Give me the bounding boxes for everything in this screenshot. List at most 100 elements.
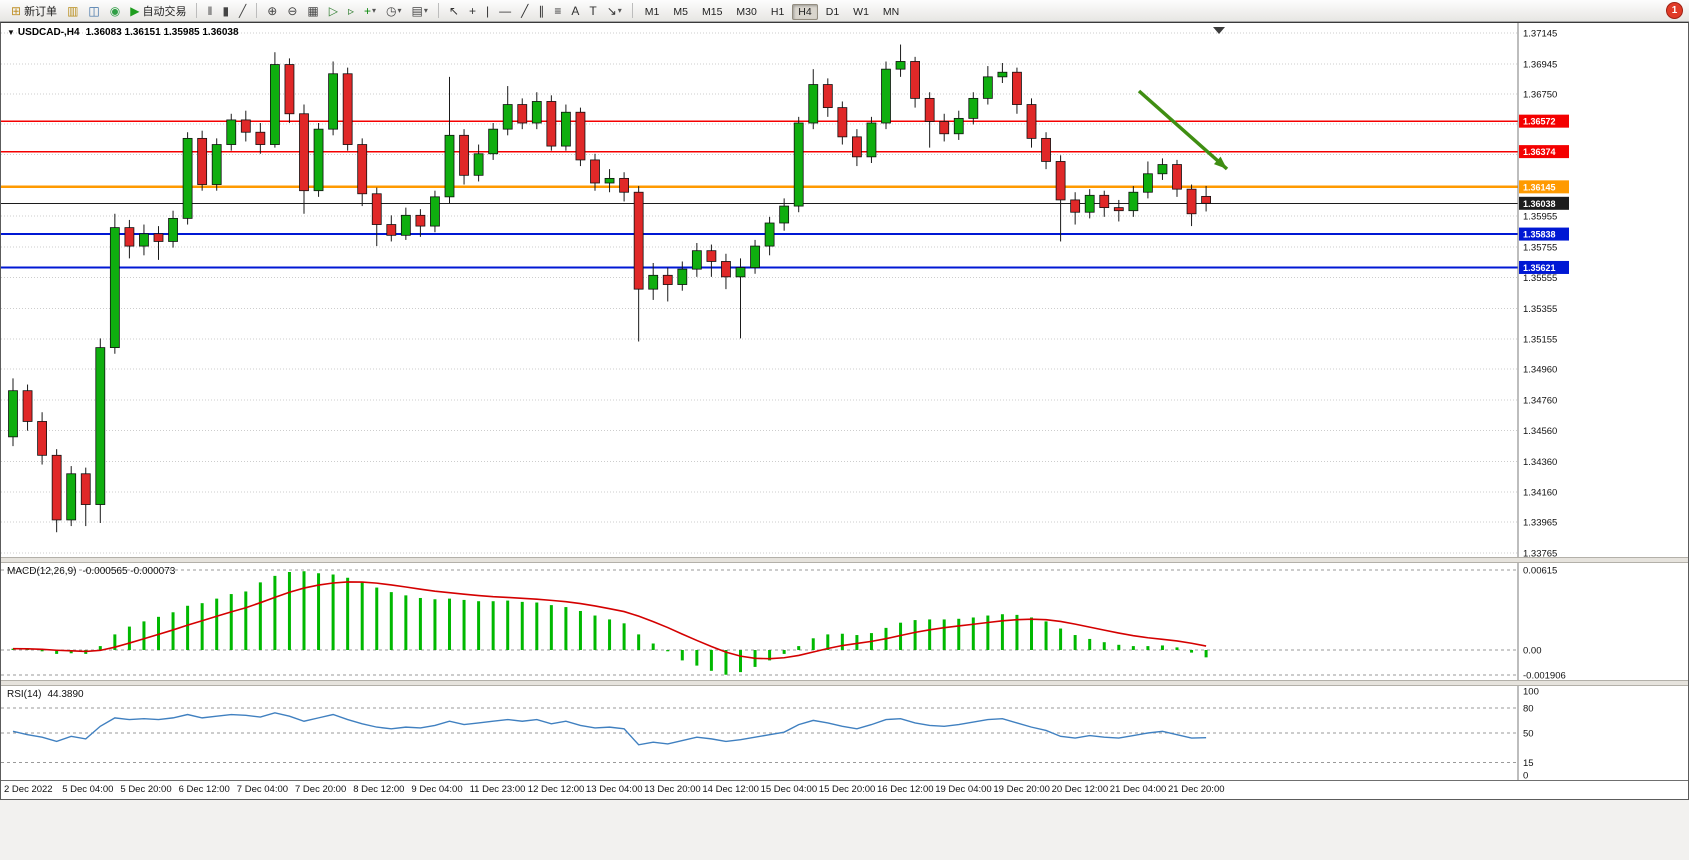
timeframe-h1-button[interactable]: H1 <box>770 5 785 18</box>
horizontal-line-button[interactable]: — <box>495 1 515 21</box>
toolbar-separator <box>437 3 439 18</box>
time-axis-label: 15 Dec 20:00 <box>818 784 876 795</box>
auto-scroll-button[interactable]: ▷ <box>325 1 342 21</box>
periods-menu-button[interactable]: ◷ ▾ <box>382 1 406 21</box>
zoom-in-button[interactable]: ⊕ <box>263 1 281 21</box>
dropdown-caret-icon[interactable]: ▾ <box>397 6 402 15</box>
dropdown-caret-icon[interactable]: ▾ <box>372 6 377 15</box>
rsi-pane[interactable]: RSI(14) 44.3890 100 80 50 15 0 <box>1 686 1688 780</box>
price-tick-label: 1.34360 <box>1523 457 1557 468</box>
tile-windows-button[interactable]: ▦ <box>303 1 322 21</box>
equidistant-channel-icon: ∥ <box>538 3 545 18</box>
timeframe-d1-button[interactable]: D1 <box>825 5 840 18</box>
cursor-button[interactable]: ↖ <box>445 1 463 21</box>
bear-candle <box>153 233 164 242</box>
bear-candle <box>1012 71 1022 105</box>
bear-candle <box>910 61 920 99</box>
vertical-line-icon: | <box>485 3 490 18</box>
timeframe-w1-button[interactable]: W1 <box>853 5 869 18</box>
time-axis-label: 7 Dec 20:00 <box>295 784 347 795</box>
bull-candle <box>1128 191 1139 212</box>
bull-candle <box>793 122 804 207</box>
time-axis-label: 2 Dec 2022 <box>4 784 53 795</box>
notification-badge[interactable]: 1 <box>1666 2 1683 19</box>
vertical-line-button[interactable]: | <box>482 1 493 21</box>
bear-candle <box>633 191 644 290</box>
templates-button[interactable]: ▤ ▾ <box>408 1 432 21</box>
indicators-button[interactable]: + ▾ <box>360 1 380 21</box>
trendline-button[interactable]: ╱ <box>517 1 532 21</box>
bull-candle <box>211 144 222 185</box>
trend-arrow-annotation[interactable] <box>1137 89 1229 171</box>
bear-candle <box>357 144 368 195</box>
bull-candle <box>691 250 702 270</box>
charts-button[interactable]: ▥ <box>63 1 82 21</box>
price-chart-canvas[interactable]: 1.371451.369451.367501.365551.363551.359… <box>1 23 1688 557</box>
rsi-canvas[interactable]: 100 80 50 15 0 <box>1 686 1688 780</box>
timeframe-h4-button[interactable]: H4 <box>792 3 818 20</box>
bear-candle <box>124 227 135 247</box>
market-watch-icon: ◉ <box>109 3 121 18</box>
bear-candle <box>837 107 848 138</box>
market-watch-button[interactable]: ◉ <box>106 1 124 21</box>
text-label-button[interactable]: T <box>585 1 600 21</box>
bar-chart-mode-button[interactable]: ‖ <box>203 1 216 21</box>
zoom-out-button[interactable]: ⊖ <box>283 1 301 21</box>
line-chart-mode-button[interactable]: ╱ <box>235 1 250 21</box>
timeframe-m30-button[interactable]: M30 <box>736 5 757 18</box>
chart-shift-button[interactable]: ▹ <box>344 1 358 21</box>
bull-candle <box>109 227 120 349</box>
new-order-icon: ⊞ <box>11 3 22 18</box>
macd-canvas[interactable]: 0.00615 0.00 -0.001906 <box>1 563 1688 680</box>
price-level-badge-text: 1.36374 <box>1523 147 1556 157</box>
timeframe-m5-button[interactable]: M5 <box>673 5 688 18</box>
timeframe-mn-button[interactable]: MN <box>882 5 900 18</box>
bull-candle <box>488 128 499 155</box>
macd-pane[interactable]: MACD(12,26,9) -0.000565 -0.000073 0.00615… <box>1 563 1688 680</box>
bull-candle <box>313 128 324 192</box>
collapse-triangle-icon[interactable]: ▼ <box>7 28 15 37</box>
price-level-badge-text: 1.36572 <box>1523 117 1556 127</box>
candlestick-mode-button[interactable]: ▮ <box>218 1 233 21</box>
time-axis-label: 8 Dec 12:00 <box>353 784 405 795</box>
bull-candle <box>604 177 615 184</box>
fibonacci-retracement-button[interactable]: ≡ <box>550 1 565 21</box>
macd-tick-label: -0.001906 <box>1523 670 1566 680</box>
pane-splitter[interactable] <box>1 557 1688 563</box>
bear-candle <box>37 421 47 456</box>
autotrading-button[interactable]: ▶ 自动交易 <box>126 1 190 21</box>
profiles-button[interactable]: ◫ <box>84 1 103 21</box>
rsi-tick-label: 50 <box>1523 729 1534 740</box>
bear-candle <box>371 193 382 225</box>
crosshair-button[interactable]: + <box>465 1 480 21</box>
timeframe-m1-button[interactable]: M1 <box>644 5 660 18</box>
dropdown-caret-icon[interactable]: ▾ <box>617 6 622 15</box>
rsi-line <box>12 712 1207 746</box>
pane-splitter[interactable] <box>1 680 1688 686</box>
price-pane[interactable]: ▼ USDCAD-,H4 1.36083 1.36151 1.35985 1.360… <box>1 23 1688 557</box>
rsi-tick-label: 100 <box>1523 687 1539 698</box>
price-level-badge <box>1519 145 1569 159</box>
price-tick-label: 1.34960 <box>1523 365 1557 376</box>
text-button[interactable]: A <box>567 1 583 21</box>
timeframe-m15-button[interactable]: M15 <box>701 5 723 18</box>
price-level-badge <box>1519 180 1569 194</box>
bear-candle <box>619 177 629 193</box>
bear-candle <box>22 390 33 422</box>
toolbar: ⊞ 新订单 ▥ ◫ ◉ ▶ 自动交易 ‖ ▮ ╱ ⊕ ⊖ ▦ ▷ ▹ + ▾ ◷ ▾ ▤ ▾ ↖ + | — ╱ ∥ ≡ A T ↘ ▾ M1… <box>0 0 1689 22</box>
bear-candle <box>299 113 309 192</box>
bear-candle <box>1041 137 1051 162</box>
chart-shift-marker[interactable] <box>1213 27 1225 34</box>
bear-candle <box>662 274 673 285</box>
arrows-tool-button[interactable]: ↘ ▾ <box>603 1 626 21</box>
time-axis-label: 19 Dec 20:00 <box>993 784 1050 795</box>
equidistant-channel-button[interactable]: ∥ <box>534 1 548 21</box>
new-order-button[interactable]: ⊞ 新订单 <box>7 1 61 21</box>
time-axis[interactable]: 2 Dec 2022 5 Dec 04:00 5 Dec 20:00 6 Dec 12… <box>1 780 1688 799</box>
price-tick-label: 1.34160 <box>1523 488 1557 499</box>
horizontal-line-icon: — <box>499 3 512 18</box>
dropdown-caret-icon[interactable]: ▾ <box>423 6 428 15</box>
periods-menu-icon: ◷ <box>386 3 397 18</box>
autotrading-label: 自动交易 <box>142 5 187 18</box>
